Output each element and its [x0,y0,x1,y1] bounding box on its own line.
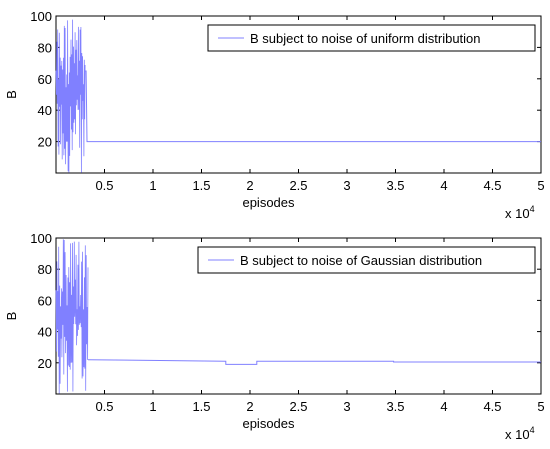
x-tick-label: 3.5 [386,178,404,193]
x-multiplier: x 104 [505,425,535,442]
y-tick-label: 40 [38,103,52,118]
legend-box [197,246,536,274]
x-tick-label: 3 [343,178,350,193]
series-line [85,70,541,143]
legend: B subject to noise of uniform distributi… [207,24,536,52]
series-line [87,359,541,365]
legend-label: B subject to noise of Gaussian distribut… [240,253,482,268]
x-tick-label: 5 [537,399,544,414]
y-tick-label: 100 [30,231,52,246]
x-tick-label: 4 [440,399,447,414]
series-noisy-line [55,19,86,173]
x-tick-label: 2 [246,399,253,414]
x-tick-label: 1.5 [192,178,210,193]
y-tick-label: 100 [30,9,52,24]
x-tick-label: 1.5 [192,399,210,414]
x-tick-label: 4 [440,178,447,193]
x-tick-label: 2.5 [289,178,307,193]
series-1 [55,19,541,173]
x-tick-label: 0.5 [95,178,113,193]
x-tick-label: 4.5 [483,178,501,193]
y-tick-label: 20 [38,356,52,371]
y-tick-label: 60 [38,293,52,308]
x-tick-label: 1 [149,178,156,193]
x-tick-label: 2.5 [289,399,307,414]
x-tick-label: 0.5 [95,399,113,414]
x-axis-label: episodes [242,195,295,210]
x-tick-label: 1 [149,399,156,414]
series-noisy-line [55,239,89,394]
x-axis-label: episodes [242,416,295,431]
y-tick-label: 80 [38,40,52,55]
y-axis-label: B [4,90,19,99]
y-tick-label: 20 [38,135,52,150]
x-tick-label: 4.5 [483,399,501,414]
legend: B subject to noise of Gaussian distribut… [197,246,536,274]
legend-label: B subject to noise of uniform distributi… [250,31,481,46]
series-1 [55,239,541,394]
x-tick-label: 3 [343,399,350,414]
x-tick-label: 3.5 [386,399,404,414]
subplot-1: 0.5 1 1.5 2 2.5 3 3.5 4 4.5 5 20 40 60 80 100 episodes B… [4,9,545,221]
y-tick-label: 40 [38,325,52,340]
legend-box [207,24,536,52]
x-tick-label: 5 [537,178,544,193]
x-multiplier: x 104 [505,204,535,221]
y-axis-label: B [4,312,19,321]
y-tick-label: 60 [38,72,52,87]
x-tick-label: 2 [246,178,253,193]
y-tick-label: 80 [38,262,52,277]
subplot-2: 0.5 1 1.5 2 2.5 3 3.5 4 4.5 5 20 40 60 80 100 episodes B… [4,231,545,442]
